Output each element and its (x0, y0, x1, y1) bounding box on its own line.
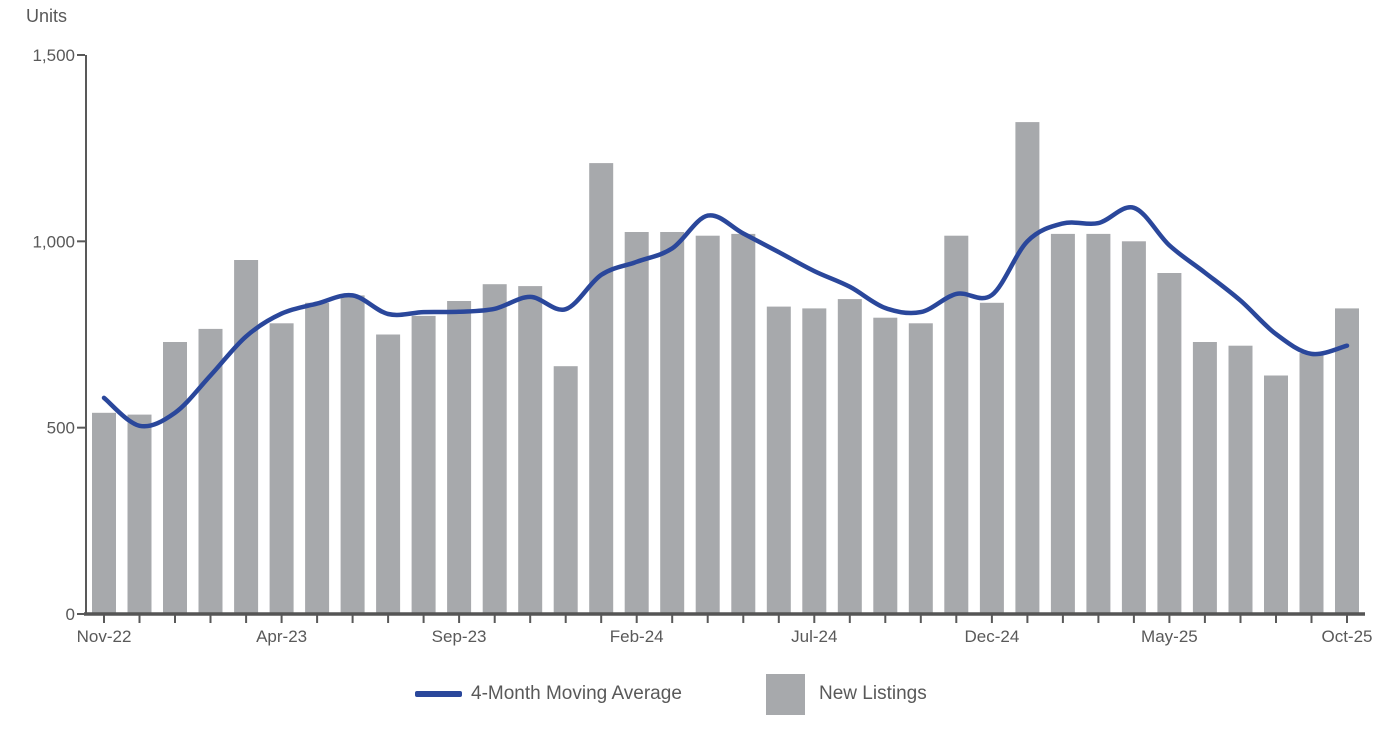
x-tick-label: Sep-23 (432, 627, 487, 646)
bar (127, 414, 152, 614)
bar (802, 308, 827, 614)
bar (234, 260, 259, 614)
bar (1086, 233, 1111, 614)
bar (518, 286, 543, 614)
x-tick-label: Apr-23 (256, 627, 307, 646)
bar (979, 302, 1004, 614)
x-tick-label: Dec-24 (964, 627, 1019, 646)
legend-item-moving-average: 4-Month Moving Average (415, 672, 682, 716)
legend-label-moving-average: 4-Month Moving Average (471, 683, 682, 704)
bar (1015, 122, 1040, 614)
bar (376, 334, 401, 614)
line-series-swatch-icon (415, 691, 462, 697)
bar (624, 232, 649, 614)
y-tick-label: 1,000 (32, 232, 75, 251)
chart-canvas: 0 500 1,000 1,500 Nov-22 Apr-23 Sep-23 Feb-24 Ju… (32, 46, 1372, 646)
bar (1050, 233, 1075, 614)
bar (198, 328, 223, 614)
bar (695, 235, 720, 614)
bar (411, 315, 436, 614)
bar (660, 232, 685, 614)
bar (908, 323, 933, 614)
x-tick-label: Jul-24 (791, 627, 837, 646)
bar (482, 284, 507, 614)
bar (731, 233, 756, 614)
bar (1264, 375, 1288, 614)
x-tick-label: Feb-24 (610, 627, 664, 646)
moving-average-line (101, 205, 1350, 429)
bar (1121, 241, 1146, 615)
bar (92, 412, 116, 614)
x-tick-label: May-25 (1141, 627, 1198, 646)
bar (1192, 342, 1217, 614)
bar (589, 163, 614, 614)
bar (1335, 308, 1359, 614)
bar (837, 299, 862, 614)
legend-item-new-listings: New Listings (766, 672, 927, 716)
y-axis-title: Units (26, 6, 68, 26)
bar (447, 301, 472, 614)
legend-label-new-listings: New Listings (819, 683, 927, 704)
bar (1299, 353, 1324, 614)
y-tick-label: 0 (66, 605, 75, 624)
y-tick-label: 1,500 (32, 46, 75, 65)
bar (1228, 345, 1253, 614)
bar (873, 317, 898, 614)
bar (1157, 273, 1182, 614)
x-tick-label: Oct-25 (1321, 627, 1372, 646)
y-tick-label: 500 (47, 419, 75, 438)
bar (269, 323, 294, 614)
bar (553, 366, 578, 614)
bar (305, 302, 330, 614)
bar (340, 295, 365, 614)
bar (163, 342, 187, 614)
x-tick-label: Nov-22 (77, 627, 132, 646)
bar-series-swatch-icon (766, 673, 805, 715)
bar (766, 306, 791, 614)
